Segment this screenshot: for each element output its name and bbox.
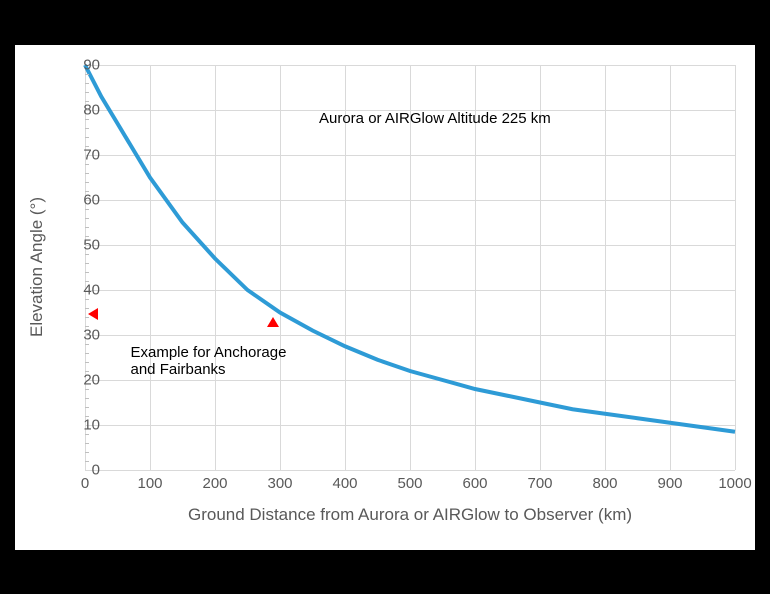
y-tick-label: 10 [70, 417, 100, 434]
y-minor-tick [85, 218, 89, 219]
y-minor-tick [85, 254, 89, 255]
y-minor-tick [85, 128, 89, 129]
y-minor-tick [85, 146, 89, 147]
y-minor-tick [85, 191, 89, 192]
x-tick-label: 500 [397, 475, 422, 492]
y-minor-tick [85, 371, 89, 372]
x-tick-label: 100 [137, 475, 162, 492]
y-minor-tick [85, 92, 89, 93]
y-minor-tick [85, 398, 89, 399]
x-tick-label: 800 [592, 475, 617, 492]
x-tick-label: 400 [332, 475, 357, 492]
y-minor-tick [85, 353, 89, 354]
y-minor-tick [85, 173, 89, 174]
y-tick-label: 40 [70, 282, 100, 299]
y-minor-tick [85, 101, 89, 102]
y-minor-tick [85, 236, 89, 237]
y-minor-tick [85, 344, 89, 345]
plot-area: Aurora or AIRGlow Altitude 225 km Example… [85, 65, 735, 470]
y-tick-label: 30 [70, 327, 100, 344]
chart-container: Aurora or AIRGlow Altitude 225 km Example… [15, 45, 755, 550]
y-minor-tick [85, 74, 89, 75]
x-tick-label: 300 [267, 475, 292, 492]
y-minor-tick [85, 299, 89, 300]
x-tick-label: 1000 [718, 475, 751, 492]
y-tick-label: 60 [70, 192, 100, 209]
x-tick-label: 600 [462, 475, 487, 492]
y-minor-tick [85, 389, 89, 390]
grid-line-v [735, 65, 736, 470]
y-minor-tick [85, 263, 89, 264]
y-axis-title: Elevation Angle (°) [27, 197, 47, 337]
y-minor-tick [85, 182, 89, 183]
grid-line-h [85, 470, 735, 471]
marker-left-icon [88, 308, 98, 320]
y-minor-tick [85, 416, 89, 417]
y-tick-label: 20 [70, 372, 100, 389]
y-tick-label: 90 [70, 57, 100, 74]
y-minor-tick [85, 164, 89, 165]
example-annotation: Example for Anchorageand Fairbanks [131, 344, 287, 378]
x-tick-label: 900 [657, 475, 682, 492]
y-minor-tick [85, 227, 89, 228]
example-annotation-line1: Example for Anchorage [131, 344, 287, 361]
example-annotation-line2: and Fairbanks [131, 361, 287, 378]
y-minor-tick [85, 443, 89, 444]
y-minor-tick [85, 326, 89, 327]
y-minor-tick [85, 119, 89, 120]
y-minor-tick [85, 209, 89, 210]
y-minor-tick [85, 362, 89, 363]
x-tick-label: 700 [527, 475, 552, 492]
x-tick-label: 0 [81, 475, 89, 492]
x-tick-label: 200 [202, 475, 227, 492]
y-minor-tick [85, 461, 89, 462]
y-minor-tick [85, 272, 89, 273]
altitude-annotation: Aurora or AIRGlow Altitude 225 km [319, 110, 551, 127]
y-minor-tick [85, 452, 89, 453]
y-minor-tick [85, 317, 89, 318]
y-tick-label: 50 [70, 237, 100, 254]
y-minor-tick [85, 308, 89, 309]
y-minor-tick [85, 83, 89, 84]
y-minor-tick [85, 434, 89, 435]
y-tick-label: 80 [70, 102, 100, 119]
y-tick-label: 70 [70, 147, 100, 164]
x-axis-title: Ground Distance from Aurora or AIRGlow t… [188, 505, 632, 525]
y-minor-tick [85, 281, 89, 282]
y-minor-tick [85, 407, 89, 408]
y-minor-tick [85, 137, 89, 138]
marker-up-icon [267, 317, 279, 327]
